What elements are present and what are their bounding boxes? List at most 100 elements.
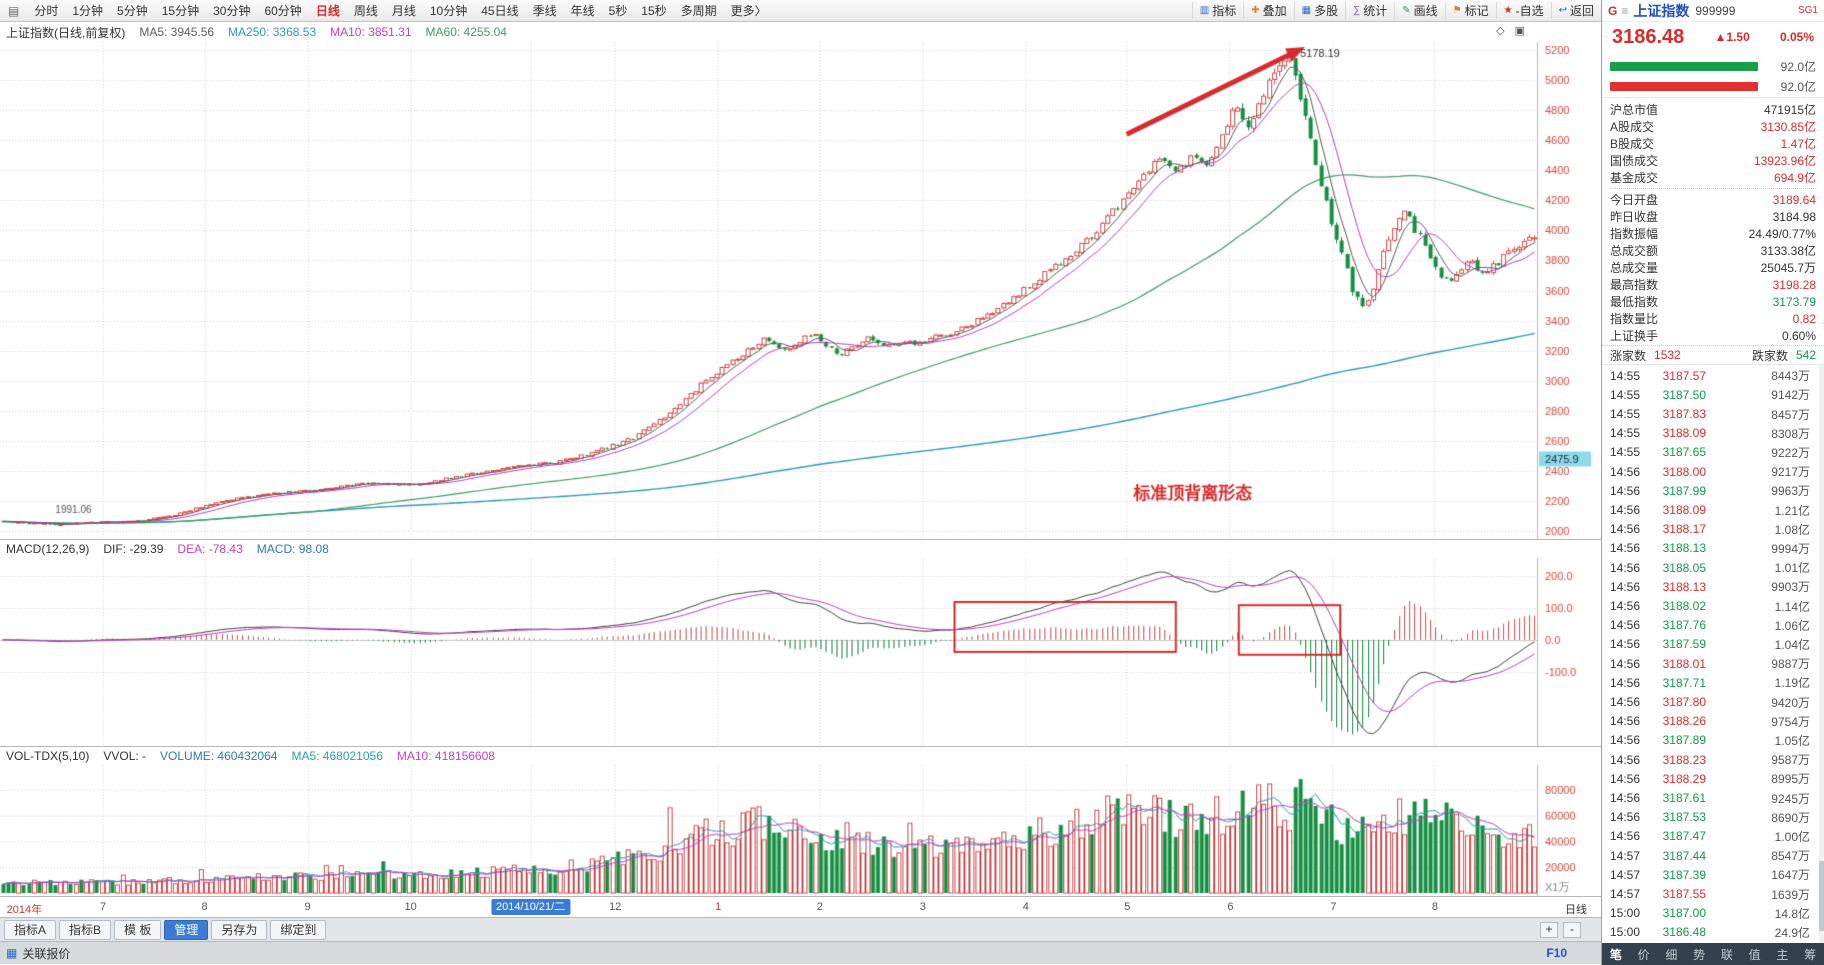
- tick-row: 14:56 3188.00 9217万: [1610, 462, 1820, 481]
- tick-price: 3187.53: [1662, 810, 1706, 825]
- tick-volume: 8995万: [1771, 772, 1810, 787]
- tick-row: 14:56 3188.05 1.01亿: [1610, 558, 1820, 577]
- stat-指数振幅: 指数振幅 24.49/0.77%: [1610, 225, 1816, 242]
- period-15秒[interactable]: 15秒: [641, 4, 667, 18]
- period-多周期[interactable]: 多周期: [680, 4, 717, 18]
- tick-row: 14:57 3187.39 1647万: [1610, 865, 1820, 884]
- tick-price: 3188.26: [1662, 714, 1706, 729]
- macd-header: MACD(12,26,9) DIF: -29.39 DEA: -78.43 MA…: [0, 538, 1601, 558]
- tick-time: 14:56: [1610, 752, 1641, 767]
- tick-row: 14:55 3187.65 9222万: [1610, 443, 1820, 462]
- x-axis-label: 10: [404, 901, 417, 914]
- macd-dea-value: DEA: -78.43: [177, 541, 243, 556]
- main-price-chart[interactable]: [0, 42, 1601, 539]
- period-10分钟[interactable]: 10分钟: [429, 4, 468, 18]
- quote-tab-值[interactable]: 值: [1748, 947, 1761, 962]
- period-更多〉[interactable]: 更多〉: [730, 4, 767, 18]
- tick-list[interactable]: 14:55 3187.57 8443万 14:55 3187.50 9142万 14:55 3…: [1602, 365, 1824, 943]
- tool--自选[interactable]: ★ -自选: [1495, 2, 1551, 19]
- quote-tab-势[interactable]: 势: [1693, 947, 1706, 962]
- period-季线[interactable]: 季线: [532, 4, 557, 18]
- diamond-icon[interactable]: ◇: [1496, 25, 1505, 37]
- page-icon[interactable]: ▣: [1514, 25, 1525, 37]
- tab-模 板[interactable]: 模 板: [114, 919, 162, 940]
- tool-指标[interactable]: ▥ 指标: [1191, 2, 1243, 19]
- quote-tab-筹[interactable]: 筹: [1804, 947, 1817, 962]
- quote-tab-细[interactable]: 细: [1665, 947, 1678, 962]
- period-周线[interactable]: 周线: [353, 4, 378, 18]
- tool-多股[interactable]: ▦ 多股: [1293, 2, 1345, 19]
- zoom-out-button[interactable]: -: [1563, 921, 1581, 938]
- grid-icon[interactable]: ▦: [6, 946, 18, 961]
- period-5分钟[interactable]: 5分钟: [117, 4, 148, 18]
- tick-row: 14:56 3188.02 1.14亿: [1610, 596, 1820, 615]
- tick-volume: 9420万: [1771, 695, 1810, 710]
- tool-叠加[interactable]: ✚ 叠加: [1243, 2, 1293, 19]
- tab-另存为[interactable]: 另存为: [211, 919, 268, 940]
- tick-price: 3187.44: [1662, 848, 1706, 863]
- tab-指标B[interactable]: 指标B: [59, 919, 112, 940]
- stat-label: 今日开盘: [1610, 193, 1659, 207]
- 指标-icon: ▥: [1199, 5, 1210, 16]
- linked-quote-label[interactable]: 关联报价: [22, 946, 71, 961]
- ma10-value: MA10: 3851.31: [330, 25, 412, 39]
- tool-返回[interactable]: ↩ 返回: [1550, 2, 1601, 19]
- quote-tab-主[interactable]: 主: [1776, 947, 1789, 962]
- tick-price: 3187.39: [1662, 867, 1706, 882]
- stat-国债成交: 国债成交 13923.96亿: [1610, 152, 1816, 169]
- menu-icon[interactable]: ▤: [8, 3, 20, 18]
- x-axis-label: 4: [1022, 901, 1029, 914]
- tick-row: 14:56 3187.76 1.06亿: [1610, 616, 1820, 635]
- stat-总成交量: 总成交量 25045.7万: [1610, 259, 1816, 276]
- f10-button[interactable]: F10: [1546, 946, 1567, 961]
- scrollbar-thumb[interactable]: [1819, 861, 1824, 931]
- zoom-in-button[interactable]: +: [1540, 921, 1558, 938]
- tab-指标A[interactable]: 指标A: [4, 919, 57, 940]
- status-bar: ▦ 关联报价 F10: [0, 941, 1601, 965]
- tick-volume: 8457万: [1771, 407, 1810, 422]
- tick-row: 14:56 3187.71 1.19亿: [1610, 673, 1820, 692]
- tick-time: 14:56: [1610, 464, 1641, 479]
- tick-time: 14:56: [1610, 522, 1641, 537]
- tool-label: 多股: [1314, 4, 1339, 18]
- quote-tab-价[interactable]: 价: [1637, 947, 1650, 962]
- stat-value: 24.49/0.77%: [1748, 226, 1816, 241]
- 叠加-icon: ✚: [1251, 5, 1260, 16]
- sell-volume-bar: [1610, 81, 1758, 91]
- tick-time: 14:56: [1610, 541, 1641, 556]
- panel-menu-icon[interactable]: ≡: [1621, 3, 1629, 18]
- period-分时[interactable]: 分时: [34, 4, 59, 18]
- tick-time: 14:56: [1610, 503, 1641, 518]
- decliners-count: 542: [1795, 348, 1816, 362]
- quote-panel: G ≡ 上证指数 999999 SG1 3186.48 ▲1.50 0.05% …: [1602, 0, 1824, 965]
- tool-label: 画线: [1413, 4, 1438, 18]
- period-1分钟[interactable]: 1分钟: [72, 4, 104, 18]
- index-name[interactable]: 上证指数: [1633, 2, 1690, 19]
- tab-绑定到[interactable]: 绑定到: [270, 919, 327, 940]
- period-30分钟[interactable]: 30分钟: [213, 4, 251, 18]
- period-5秒[interactable]: 5秒: [608, 4, 628, 18]
- stat-value: 1.47亿: [1780, 137, 1816, 151]
- tick-scrollbar[interactable]: [1819, 365, 1824, 943]
- tab-管理[interactable]: 管理: [164, 919, 209, 940]
- period-月线[interactable]: 月线: [391, 4, 416, 18]
- chart-column: ▤ 分时 1分钟 5分钟 15分钟 30分钟 60分钟 日线 周线 月线 10分钟 45日线 季线 年线…: [0, 0, 1602, 965]
- quote-tab-笔[interactable]: 笔: [1609, 947, 1622, 962]
- period-15分钟[interactable]: 15分钟: [161, 4, 200, 18]
- period-45日线[interactable]: 45日线: [481, 4, 519, 18]
- period-年线[interactable]: 年线: [570, 4, 595, 18]
- period-60分钟[interactable]: 60分钟: [264, 4, 302, 18]
- tick-price: 3188.01: [1662, 656, 1706, 671]
- quote-tab-联[interactable]: 联: [1720, 947, 1733, 962]
- stat-label: B股成交: [1610, 137, 1655, 151]
- macd-chart[interactable]: [0, 557, 1601, 746]
- period-日线[interactable]: 日线: [315, 4, 340, 18]
- tool-画线[interactable]: ✎ 画线: [1394, 2, 1444, 19]
- tool-统计[interactable]: ∑ 统计: [1345, 2, 1394, 19]
- x-axis-label: 8: [201, 901, 208, 914]
- buy-volume-label: 92.0亿: [1780, 59, 1816, 74]
- tick-row: 14:57 3187.44 8547万: [1610, 846, 1820, 865]
- volume-chart[interactable]: [0, 764, 1601, 897]
- tool-标记[interactable]: ⚑ 标记: [1444, 2, 1496, 19]
